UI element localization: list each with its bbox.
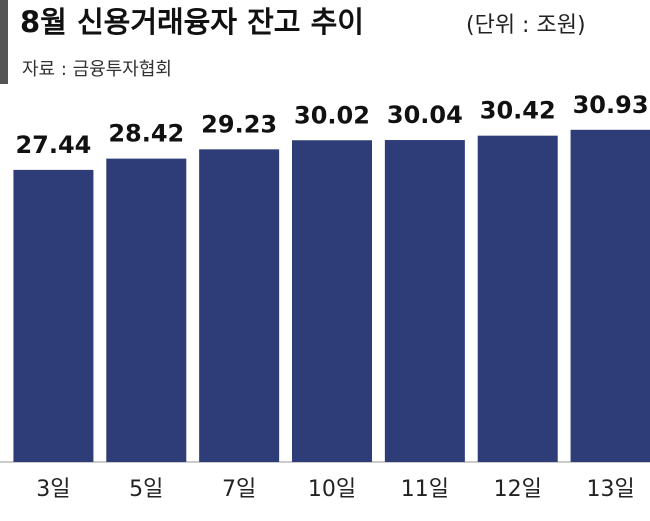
bar — [477, 135, 558, 462]
x-tick-label: 10일 — [308, 477, 356, 502]
x-tick-label: 3일 — [36, 477, 70, 502]
x-tick-label: 7일 — [222, 477, 256, 502]
value-label: 30.93 — [573, 91, 649, 119]
value-label: 30.02 — [294, 101, 370, 129]
x-tick-label: 12일 — [494, 477, 542, 502]
chart-title: 8월 신용거래융자 잔고 추이 — [20, 5, 364, 39]
value-label: 28.42 — [108, 120, 184, 148]
value-label: 30.42 — [480, 97, 556, 125]
bar — [570, 129, 650, 463]
x-tick-label: 11일 — [401, 477, 449, 502]
value-label: 30.04 — [387, 101, 463, 129]
source: 자료 : 금융투자협회 — [22, 59, 172, 80]
title-accent — [0, 0, 8, 84]
value-label: 27.44 — [15, 131, 91, 159]
chart-subtitle: (단위 : 조원) — [466, 13, 586, 38]
bar — [384, 140, 465, 463]
x-tick-label: 13일 — [586, 477, 634, 502]
bar — [292, 140, 372, 462]
bar — [13, 169, 94, 463]
bar — [106, 158, 187, 462]
bar — [199, 149, 280, 463]
value-label: 29.23 — [201, 110, 277, 138]
x-tick-label: 5일 — [129, 477, 163, 502]
